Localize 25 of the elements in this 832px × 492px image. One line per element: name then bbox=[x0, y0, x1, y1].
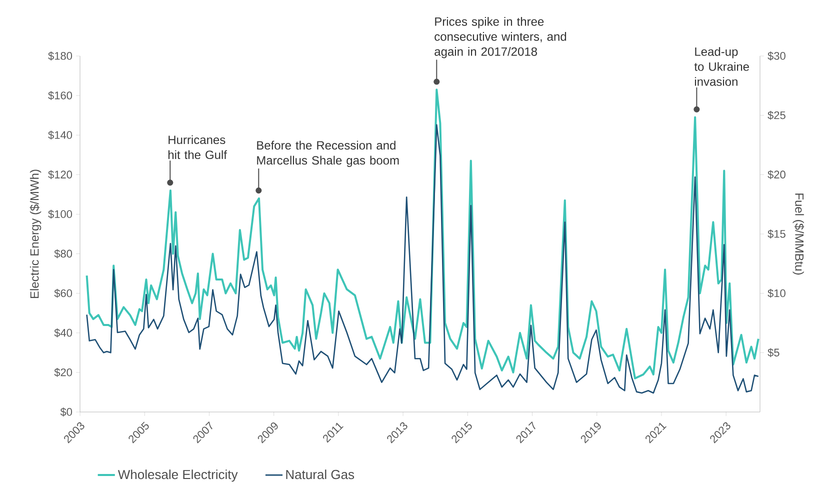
y-tick-label: $0 bbox=[60, 408, 72, 416]
line-series bbox=[86, 88, 760, 380]
y2-axis-title: Fuel ($/MMBtu) bbox=[792, 194, 804, 275]
y-tick-label: $140 bbox=[48, 130, 72, 140]
annotation: Hurricanes hit the Gulf bbox=[168, 135, 228, 160]
y2-tick-label: $20 bbox=[768, 170, 786, 180]
y-tick-label: $80 bbox=[54, 249, 72, 258]
y-tick-label: $180 bbox=[48, 52, 72, 60]
y-tick-label: $100 bbox=[48, 210, 72, 219]
y-axis-title: Electric Energy ($/MWh) bbox=[30, 170, 42, 298]
y-tick-label: $60 bbox=[54, 288, 72, 298]
y-tick-label: $160 bbox=[48, 91, 72, 100]
y-tick-label: $120 bbox=[48, 170, 72, 180]
y-tick-label: $40 bbox=[54, 328, 72, 338]
y2-tick-label: $30 bbox=[768, 52, 786, 60]
y-tick-label: $20 bbox=[54, 368, 72, 377]
y2-tick-label: $5 bbox=[768, 348, 780, 358]
legend-label: Wholesale Electricity bbox=[118, 470, 238, 482]
legend-label: Natural Gas bbox=[286, 470, 354, 480]
annotation: Before the Recession and Marcellus Shale gas boom bbox=[257, 140, 399, 167]
y2-tick-label: $15 bbox=[768, 230, 786, 238]
y2-tick-label: $10 bbox=[768, 288, 786, 298]
annotation: Lead-up to Ukraine invasion bbox=[694, 47, 749, 86]
y2-tick-label: $25 bbox=[768, 110, 786, 120]
annotation: Prices spike in three consecutive winters, and again in 2017/2018 bbox=[434, 17, 566, 58]
